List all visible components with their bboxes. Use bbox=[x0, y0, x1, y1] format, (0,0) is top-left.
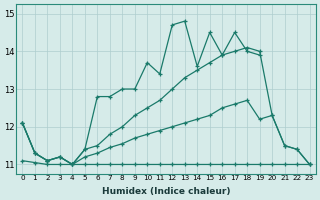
X-axis label: Humidex (Indice chaleur): Humidex (Indice chaleur) bbox=[102, 187, 230, 196]
